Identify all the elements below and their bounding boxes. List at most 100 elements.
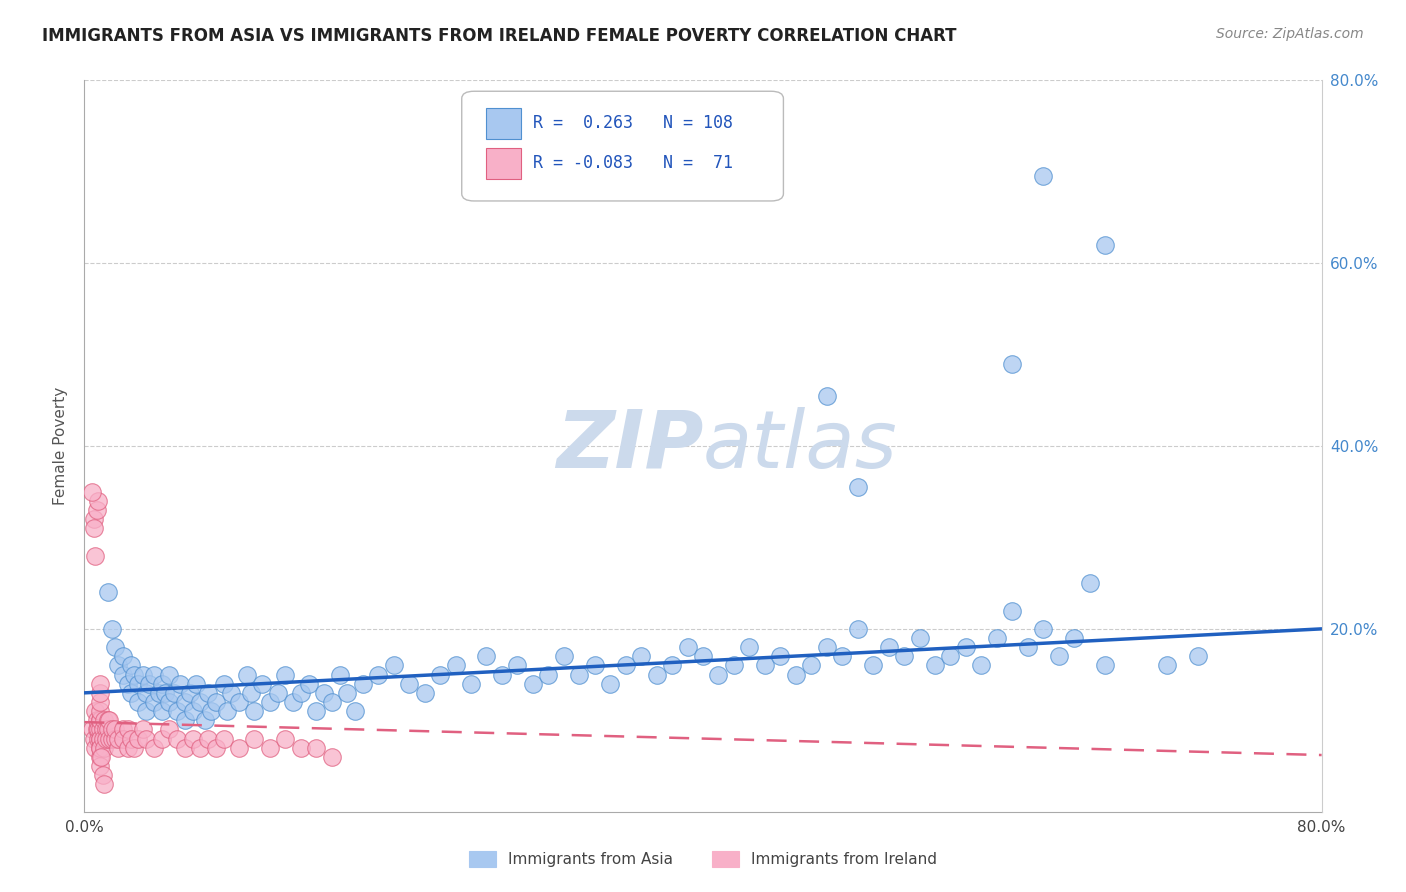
Point — [212, 676, 235, 690]
Point — [143, 740, 166, 755]
Point — [553, 649, 575, 664]
Point — [97, 723, 120, 737]
Point — [150, 704, 173, 718]
Point — [169, 676, 191, 690]
Point — [298, 676, 321, 690]
Point — [83, 731, 105, 746]
Point — [800, 658, 823, 673]
Point — [846, 480, 869, 494]
Y-axis label: Female Poverty: Female Poverty — [53, 387, 69, 505]
Point — [893, 649, 915, 664]
Point — [138, 676, 160, 690]
Point — [877, 640, 900, 655]
Point — [398, 676, 420, 690]
Point — [1001, 603, 1024, 617]
Point — [89, 759, 111, 773]
Point — [583, 658, 606, 673]
Point — [101, 723, 124, 737]
Point — [661, 658, 683, 673]
Point — [212, 731, 235, 746]
Point — [259, 695, 281, 709]
Point — [84, 740, 107, 755]
Point — [939, 649, 962, 664]
FancyBboxPatch shape — [461, 91, 783, 201]
Point — [221, 686, 243, 700]
Point — [153, 686, 176, 700]
Point — [382, 658, 405, 673]
Point — [336, 686, 359, 700]
Point — [267, 686, 290, 700]
Point — [491, 667, 513, 681]
Point — [568, 667, 591, 681]
Point — [522, 676, 544, 690]
Point — [444, 658, 467, 673]
Point — [104, 640, 127, 655]
Point — [150, 731, 173, 746]
Point — [215, 704, 238, 718]
Point — [1017, 640, 1039, 655]
Point — [815, 640, 838, 655]
Point — [205, 695, 228, 709]
Point — [1094, 658, 1116, 673]
FancyBboxPatch shape — [486, 108, 522, 139]
Point — [174, 714, 197, 728]
Point — [815, 389, 838, 403]
Point — [924, 658, 946, 673]
Point — [1047, 649, 1070, 664]
Point — [98, 714, 121, 728]
Point — [197, 686, 219, 700]
Point — [82, 484, 104, 499]
Point — [970, 658, 993, 673]
Point — [1156, 658, 1178, 673]
Point — [120, 731, 142, 746]
Point — [89, 740, 111, 755]
Point — [174, 695, 197, 709]
Point — [785, 667, 807, 681]
Point — [274, 667, 297, 681]
Point — [475, 649, 498, 664]
Point — [135, 731, 157, 746]
Point — [240, 686, 263, 700]
Point — [128, 731, 150, 746]
Point — [89, 740, 111, 755]
Point — [122, 740, 145, 755]
Point — [89, 731, 111, 746]
Point — [128, 676, 150, 690]
Point — [97, 585, 120, 599]
Point — [200, 704, 222, 718]
Point — [89, 723, 111, 737]
Point — [986, 631, 1008, 645]
Point — [101, 731, 124, 746]
Point — [94, 731, 117, 746]
Point — [143, 667, 166, 681]
Point — [93, 714, 115, 728]
Point — [181, 704, 204, 718]
Point — [135, 704, 157, 718]
Point — [1032, 169, 1054, 184]
Point — [87, 723, 110, 737]
Point — [91, 768, 114, 782]
Point — [599, 676, 621, 690]
Point — [188, 740, 212, 755]
Text: IMMIGRANTS FROM ASIA VS IMMIGRANTS FROM IRELAND FEMALE POVERTY CORRELATION CHART: IMMIGRANTS FROM ASIA VS IMMIGRANTS FROM … — [42, 27, 956, 45]
Point — [86, 723, 108, 737]
Point — [259, 740, 281, 755]
Point — [228, 740, 250, 755]
Point — [321, 749, 343, 764]
Point — [150, 676, 173, 690]
Point — [89, 731, 111, 746]
Point — [506, 658, 529, 673]
Point — [112, 731, 135, 746]
Point — [274, 731, 297, 746]
Point — [707, 667, 730, 681]
Point — [135, 686, 157, 700]
Point — [166, 731, 188, 746]
Point — [194, 714, 217, 728]
Point — [89, 695, 111, 709]
Point — [188, 695, 212, 709]
Point — [413, 686, 436, 700]
Point — [117, 740, 139, 755]
Point — [90, 749, 112, 764]
Point — [143, 695, 166, 709]
Point — [197, 731, 219, 746]
